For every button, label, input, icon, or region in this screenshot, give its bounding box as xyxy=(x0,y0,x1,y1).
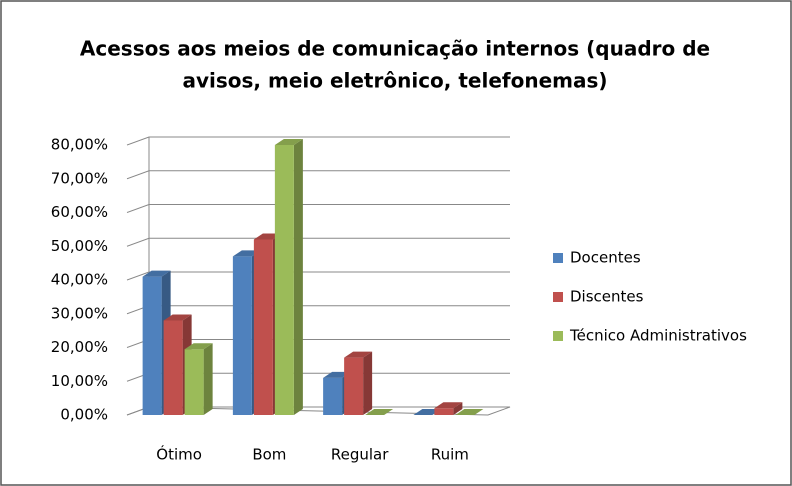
y-tick-label: 40,00% xyxy=(51,271,108,289)
bar-face xyxy=(344,351,373,358)
bar-face xyxy=(344,357,364,415)
bar-face xyxy=(184,349,204,415)
bar-face xyxy=(293,139,303,415)
y-tick-label: 30,00% xyxy=(51,304,108,322)
bar-face xyxy=(365,409,394,415)
legend-swatch xyxy=(553,253,563,263)
bar xyxy=(434,402,463,415)
bar-face xyxy=(453,402,463,415)
bar xyxy=(274,139,303,415)
bar-face xyxy=(434,408,454,415)
bar-face xyxy=(142,270,171,277)
chart-title: avisos, meio eletrônico, telefonemas) xyxy=(182,69,607,93)
y-tick-label: 70,00% xyxy=(51,169,108,187)
chart-title: Acessos aos meios de comunicação interno… xyxy=(80,37,710,61)
bar xyxy=(184,343,213,415)
legend-swatch xyxy=(553,292,563,302)
y-tick-label: 20,00% xyxy=(51,338,108,356)
x-tick-label: Regular xyxy=(331,446,389,464)
bar-face xyxy=(274,145,294,415)
legend-label: Discentes xyxy=(570,288,644,306)
grid-line xyxy=(126,136,510,146)
bar xyxy=(455,409,484,415)
x-tick-label: Ruim xyxy=(431,446,469,464)
y-tick-label: 60,00% xyxy=(51,203,108,221)
legend-label: Técnico Administrativos xyxy=(569,327,747,345)
y-tick-label: 50,00% xyxy=(51,237,108,255)
bar-face xyxy=(184,343,213,350)
y-tick-label: 10,00% xyxy=(51,372,108,390)
bar-face xyxy=(142,276,162,415)
bar-face xyxy=(363,351,373,415)
bar-face xyxy=(434,402,463,409)
bar xyxy=(344,351,373,415)
bar-face xyxy=(274,139,303,145)
grid-line xyxy=(126,237,510,247)
bar-face xyxy=(163,314,192,321)
bar-face xyxy=(455,409,484,415)
bar-face xyxy=(253,239,273,415)
grid-line xyxy=(126,170,510,180)
y-tick-label: 80,00% xyxy=(51,136,108,154)
bar xyxy=(365,409,394,415)
x-tick-label: Bom xyxy=(252,446,286,464)
legend-swatch xyxy=(553,331,563,341)
grid-line xyxy=(126,204,510,213)
bar-face xyxy=(232,256,252,415)
bar-face xyxy=(323,377,343,415)
bar-face xyxy=(163,320,183,415)
grid-line xyxy=(126,271,510,281)
bar-face xyxy=(203,343,213,415)
legend-label: Docentes xyxy=(570,249,641,267)
x-tick-label: Ótimo xyxy=(156,445,202,464)
y-tick-label: 0,00% xyxy=(60,406,108,424)
